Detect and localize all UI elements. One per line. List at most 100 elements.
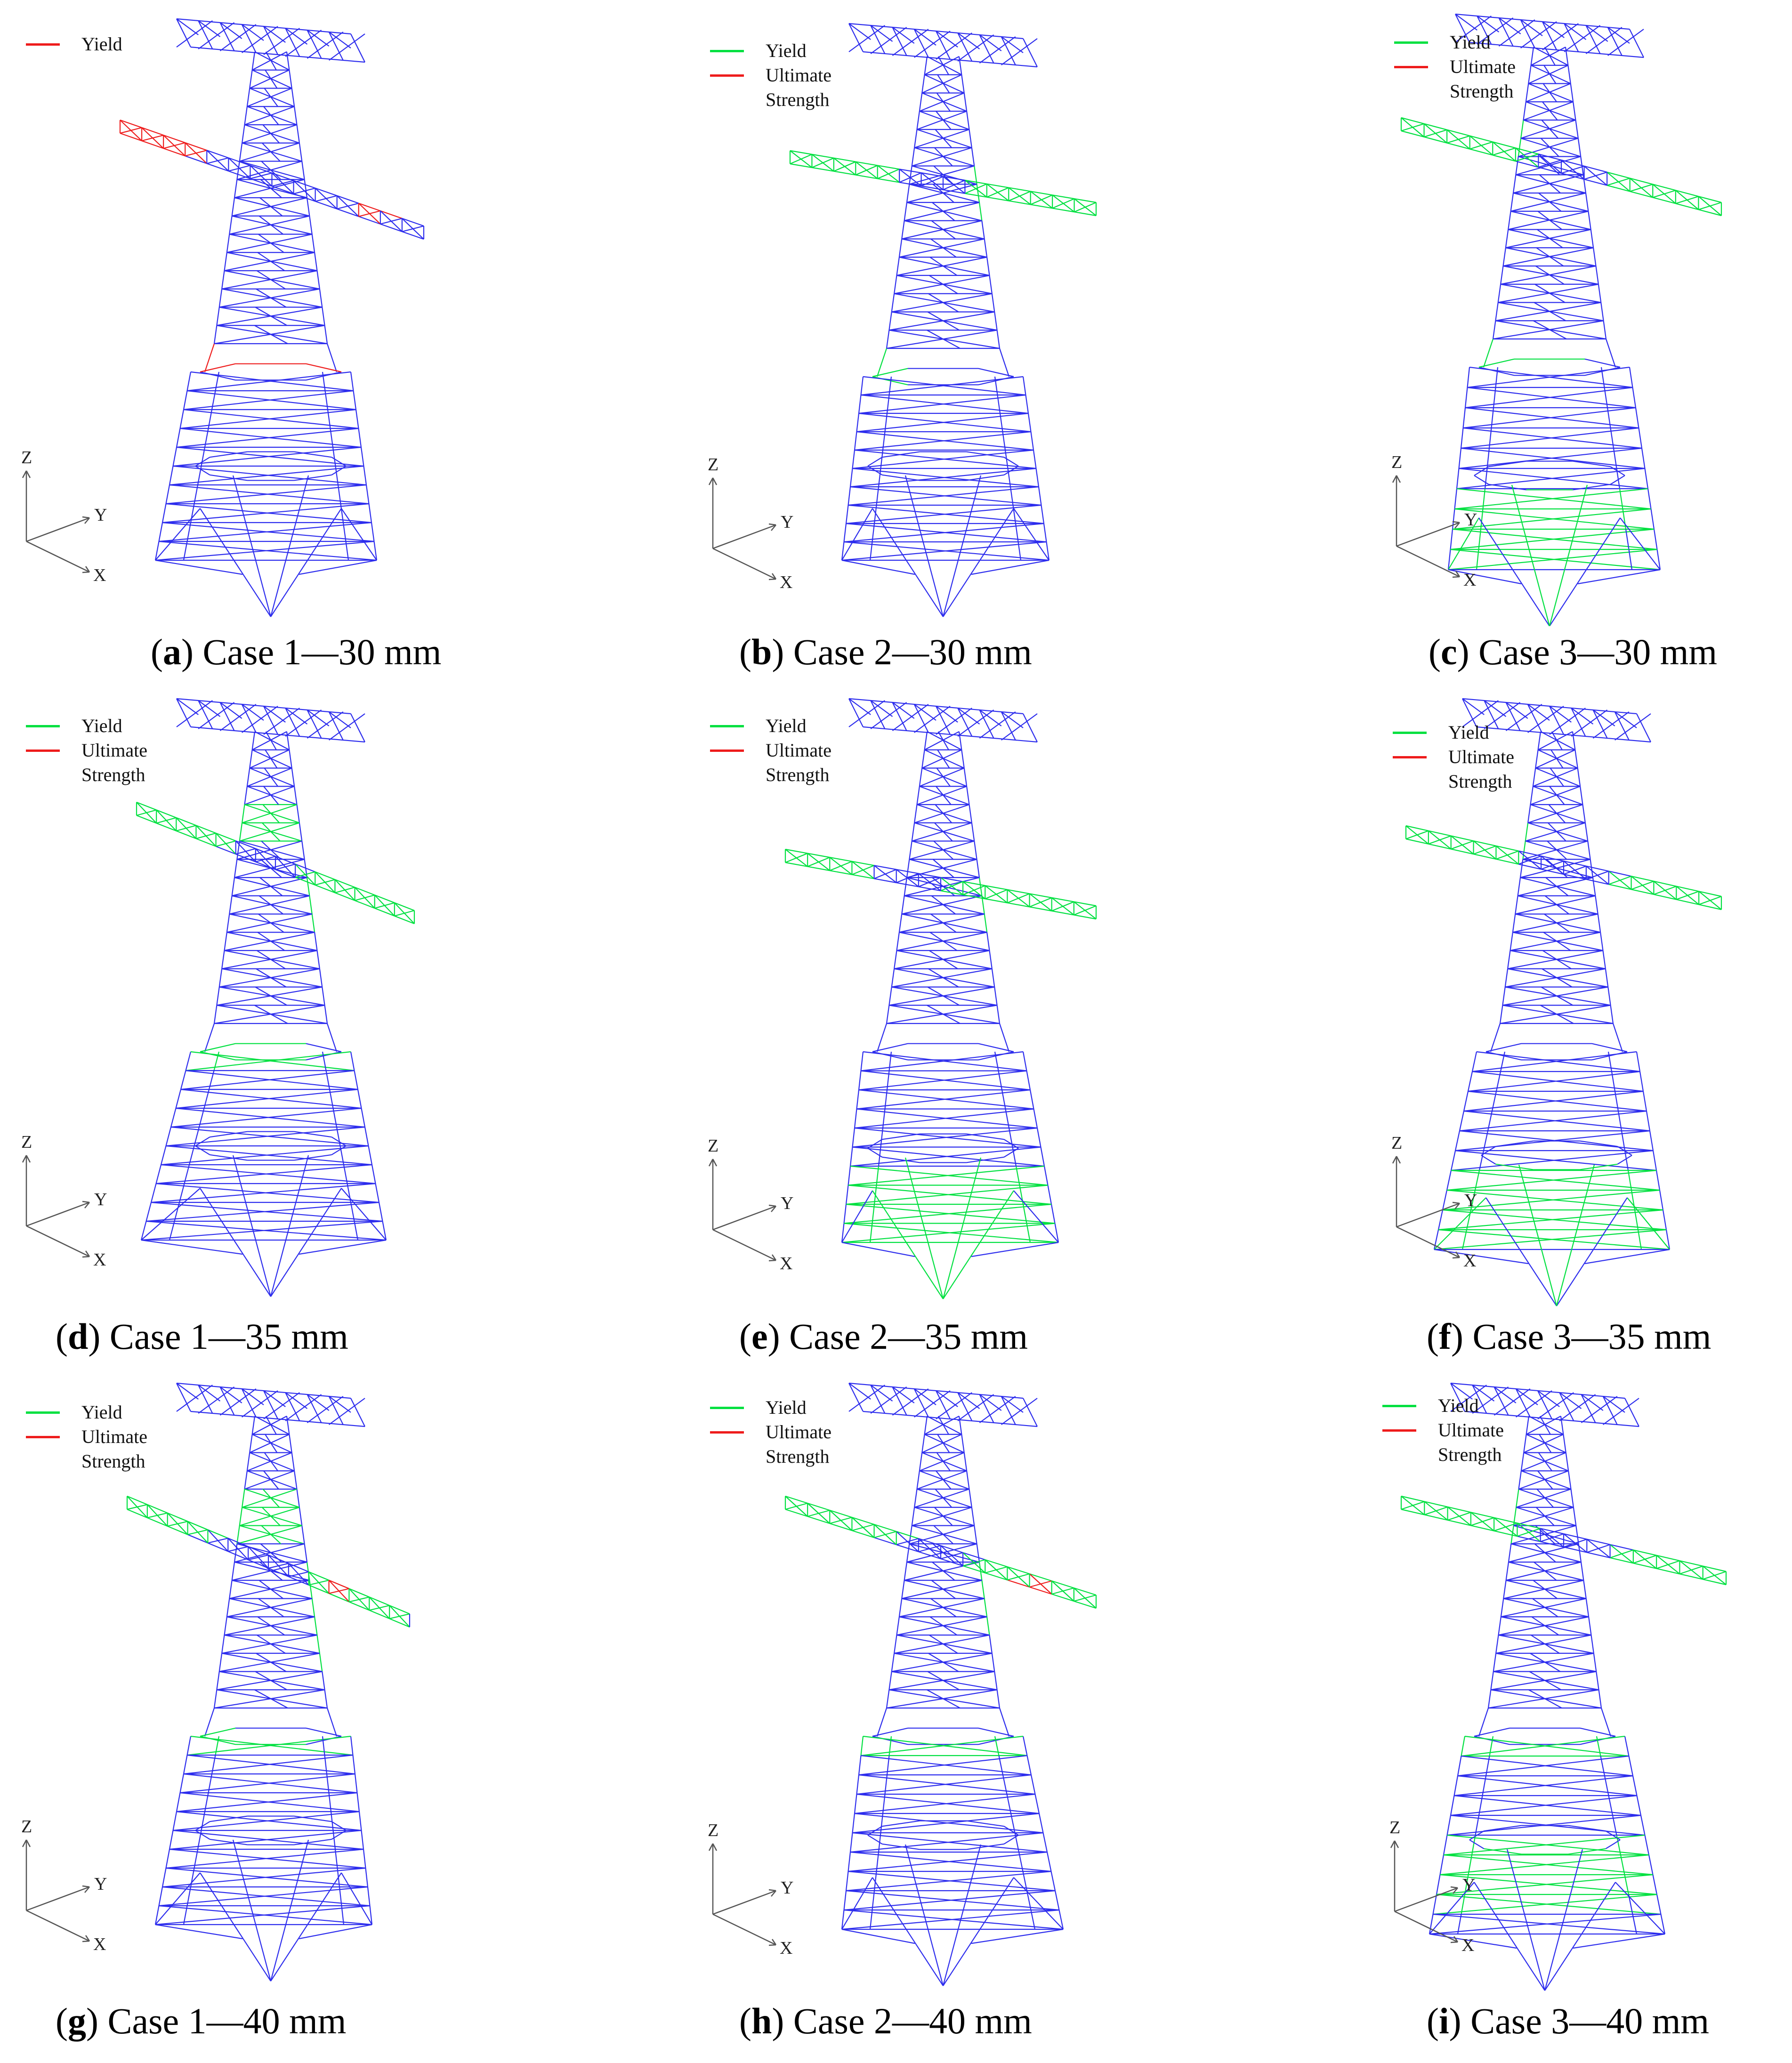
tower-member [1654, 886, 1677, 895]
tower-member [911, 822, 915, 841]
caption-text: Case 2—30 mm [793, 631, 1032, 672]
tower-member [924, 731, 960, 750]
tower-member [334, 1849, 338, 1869]
tower-member [904, 202, 908, 221]
tower-member [1620, 517, 1661, 570]
tower-member [1600, 932, 1604, 951]
tower-member [1030, 204, 1053, 209]
tower-member [906, 201, 982, 221]
tower-member [904, 1157, 944, 1299]
axis-lines [1390, 1840, 1459, 1943]
tower-member [176, 18, 191, 48]
tower-member [329, 1398, 365, 1425]
tower-member [185, 1051, 192, 1071]
tower-member [921, 1434, 925, 1453]
tower-member [1577, 569, 1661, 585]
tower-member [291, 1452, 295, 1471]
caption-text: Case 2—40 mm [793, 2000, 1032, 2041]
tower-member [1469, 1839, 1485, 1849]
tower-member [991, 293, 995, 312]
tower-member [1493, 154, 1516, 162]
tower-member [976, 184, 980, 203]
tower-member [195, 466, 210, 475]
tower-member [217, 986, 323, 1006]
tower-member [1472, 1386, 1509, 1414]
tower-member [176, 698, 351, 715]
y-axis-label: Y [781, 1193, 794, 1213]
tower-member [872, 508, 944, 617]
tower-member [316, 270, 320, 289]
tower-member [1484, 1825, 1522, 1832]
tower-member [200, 363, 236, 373]
tower-member [275, 855, 296, 865]
tower-member [242, 804, 245, 823]
caption-text: Case 3—40 mm [1470, 2000, 1710, 2041]
tower-member [1462, 700, 1499, 727]
tower-member [1542, 21, 1557, 50]
caption-text: Case 2—35 mm [789, 1316, 1028, 1357]
tower-member [265, 70, 278, 89]
tower-member [1656, 549, 1661, 570]
tower-member [127, 1495, 148, 1505]
tower-member [1469, 41, 1644, 58]
tower-member [912, 147, 972, 167]
tower-member [845, 505, 849, 524]
tower-member [221, 270, 225, 289]
tower-member [985, 1566, 1008, 1574]
tower-member [1467, 367, 1470, 388]
tower-member [1698, 904, 1722, 911]
tower-member [1508, 1561, 1584, 1581]
tower-member [1595, 895, 1598, 914]
tower-member [1647, 488, 1652, 509]
tower-member [1698, 209, 1722, 217]
tower-member [380, 223, 403, 232]
y-arrowhead [768, 523, 776, 526]
tower-model [1405, 698, 1722, 1306]
tower-member [852, 1523, 874, 1531]
tower-member [807, 1509, 830, 1517]
tower-member [1505, 968, 1606, 988]
tower-member [1538, 731, 1573, 750]
tower-member [216, 832, 236, 842]
tower-member [966, 111, 970, 130]
tower-member [244, 1470, 295, 1490]
tower-member [1537, 1470, 1553, 1490]
tower-member [229, 895, 310, 915]
tower-member [1596, 1671, 1599, 1690]
tower-member [332, 447, 336, 467]
tower-member [1528, 64, 1568, 84]
tower-member [228, 165, 250, 172]
tower-member [1527, 804, 1531, 823]
tower-member [986, 1617, 990, 1636]
tower-member [902, 1579, 982, 1599]
tower-member [841, 1223, 845, 1243]
tower-member [1538, 167, 1562, 174]
caption-letter: f [1438, 1316, 1451, 1357]
tower-member [1630, 177, 1653, 185]
tower-member [335, 466, 339, 485]
tower-member [848, 1382, 1024, 1399]
tower-member [1029, 893, 1052, 898]
tower-member [244, 786, 295, 806]
tower-member [874, 1531, 897, 1539]
tower-member [335, 886, 355, 894]
y-arrowhead [82, 1201, 90, 1203]
tower-member [917, 1488, 972, 1508]
tower-member [1401, 123, 1424, 132]
tower-member [1541, 855, 1564, 862]
tower-member [894, 950, 990, 969]
tower-member [246, 1452, 250, 1471]
tower-member [315, 871, 335, 880]
tower-member [186, 1886, 192, 1906]
tower-member [232, 215, 312, 235]
tower-member [957, 32, 973, 62]
tower-member [1615, 1882, 1665, 1934]
tower-member [158, 522, 163, 542]
tower-member [886, 1690, 890, 1708]
tower-member [1516, 1390, 1552, 1418]
tower-member [919, 786, 969, 806]
tower-member [141, 127, 164, 136]
tower-member [1585, 25, 1608, 42]
tower-member [263, 706, 278, 735]
